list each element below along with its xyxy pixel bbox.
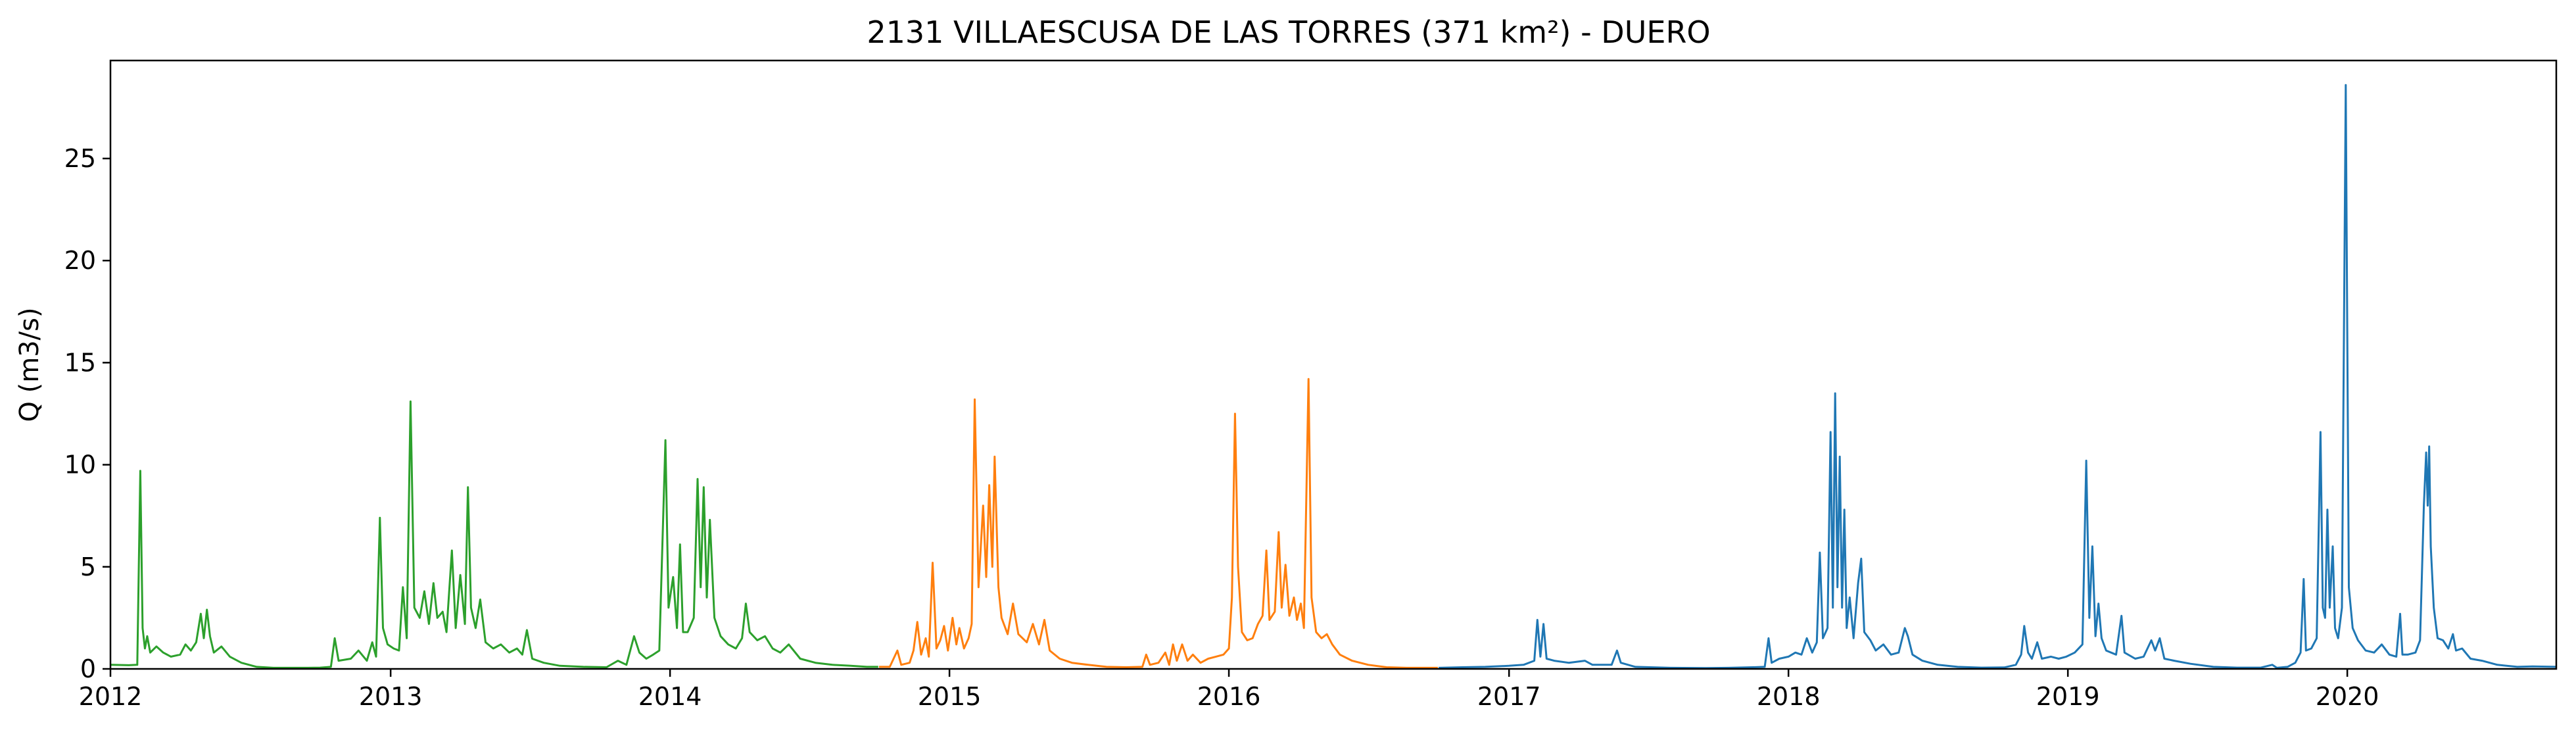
series-layer <box>110 84 2557 670</box>
x-tick-label: 2017 <box>1477 682 1541 711</box>
x-tick-label: 2016 <box>1197 682 1261 711</box>
x-tick-label: 2015 <box>918 682 982 711</box>
x-tick-label: 2019 <box>2036 682 2100 711</box>
y-tick-label: 15 <box>64 348 96 377</box>
plot-frame <box>109 59 2558 670</box>
x-tick-label: 2020 <box>2316 682 2379 711</box>
x-tick-label: 2014 <box>638 682 702 711</box>
series-line-1 <box>110 400 878 669</box>
y-tick-label: 25 <box>64 144 96 173</box>
x-tick-label: 2012 <box>79 682 143 711</box>
y-tick-label: 0 <box>80 654 96 683</box>
chart-title: 2131 VILLAESCUSA DE LAS TORRES (371 km²)… <box>867 14 1710 50</box>
x-tick-label: 2013 <box>359 682 423 711</box>
series-line-3 <box>1439 84 2557 670</box>
y-tick-label: 10 <box>64 451 96 479</box>
x-axis: 2012 2013 2014 2015 2016 2017 2018 2019 2020 <box>79 669 2379 711</box>
y-tick-label: 20 <box>64 246 96 275</box>
y-axis-label: Q (m3/s) <box>14 307 45 422</box>
y-tick-label: 5 <box>80 552 96 581</box>
x-tick-label: 2018 <box>1757 682 1821 711</box>
series-line-2 <box>879 378 1438 669</box>
y-axis: 0 5 10 15 20 25 <box>64 144 110 683</box>
